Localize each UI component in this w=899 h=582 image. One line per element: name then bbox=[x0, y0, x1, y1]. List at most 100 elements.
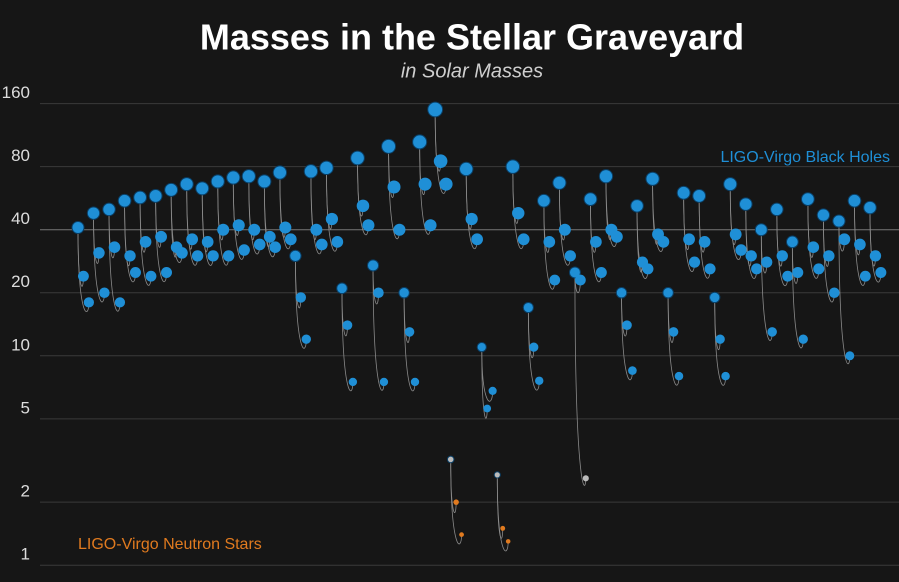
progenitor bbox=[704, 263, 716, 275]
progenitor bbox=[161, 266, 173, 278]
progenitor bbox=[622, 320, 632, 331]
merger-track bbox=[527, 307, 540, 391]
progenitor bbox=[854, 238, 866, 251]
remnant bbox=[86, 206, 101, 220]
remnant bbox=[847, 193, 862, 208]
y-tick-label: 160 bbox=[2, 83, 30, 102]
remnant bbox=[537, 193, 551, 208]
progenitor bbox=[465, 212, 478, 226]
remnant bbox=[195, 181, 210, 196]
progenitor bbox=[500, 525, 506, 531]
progenitor bbox=[838, 233, 851, 246]
remnant bbox=[148, 189, 163, 203]
progenitor bbox=[698, 236, 711, 248]
remnant bbox=[257, 174, 272, 189]
remnant bbox=[568, 266, 581, 279]
remnant bbox=[816, 208, 831, 222]
remnant bbox=[476, 342, 487, 353]
progenitor bbox=[393, 223, 406, 236]
remnant bbox=[692, 189, 707, 203]
progenitor bbox=[176, 247, 188, 259]
progenitor bbox=[776, 250, 788, 262]
progenitor bbox=[155, 230, 167, 243]
progenitor bbox=[315, 238, 328, 251]
progenitor bbox=[721, 371, 730, 381]
progenitor bbox=[745, 250, 757, 262]
progenitor bbox=[761, 256, 773, 268]
progenitor bbox=[459, 532, 464, 537]
legend-label: LIGO-Virgo Neutron Stars bbox=[78, 536, 262, 553]
progenitor bbox=[410, 377, 420, 387]
remnant bbox=[630, 199, 644, 213]
progenitor bbox=[108, 241, 121, 253]
progenitor bbox=[875, 266, 887, 278]
chart-subtitle: in Solar Masses bbox=[401, 60, 543, 82]
chart-title: Masses in the Stellar Graveyard bbox=[200, 17, 744, 58]
remnant bbox=[412, 134, 428, 150]
remnant bbox=[552, 175, 567, 190]
progenitor bbox=[99, 287, 110, 298]
remnant bbox=[226, 170, 241, 185]
progenitor bbox=[201, 236, 214, 248]
progenitor bbox=[207, 250, 219, 262]
y-tick-label: 5 bbox=[21, 398, 30, 417]
remnant bbox=[863, 200, 877, 215]
remnant bbox=[446, 455, 455, 464]
progenitor bbox=[373, 287, 384, 298]
progenitor bbox=[301, 334, 311, 344]
progenitor bbox=[404, 327, 415, 337]
progenitor bbox=[129, 266, 141, 278]
merger-track bbox=[403, 292, 416, 392]
progenitor bbox=[574, 274, 586, 286]
progenitor bbox=[248, 223, 261, 236]
progenitor bbox=[683, 233, 695, 246]
progenitor bbox=[342, 320, 353, 331]
y-tick-label: 40 bbox=[11, 209, 30, 228]
progenitor bbox=[767, 327, 777, 337]
y-tick-label: 2 bbox=[21, 482, 30, 501]
remnant bbox=[319, 160, 334, 176]
merger-track bbox=[574, 272, 587, 486]
merger-track bbox=[496, 474, 509, 552]
progenitor bbox=[512, 206, 525, 220]
progenitor bbox=[331, 236, 344, 248]
progenitor bbox=[83, 297, 94, 308]
progenitor bbox=[564, 250, 576, 262]
remnant bbox=[366, 259, 380, 272]
remnant bbox=[398, 287, 410, 299]
remnant bbox=[493, 471, 501, 479]
remnant bbox=[676, 185, 691, 200]
progenitor bbox=[433, 154, 448, 168]
remnant bbox=[303, 164, 319, 179]
progenitor bbox=[488, 386, 497, 395]
remnant bbox=[289, 249, 302, 263]
progenitor bbox=[348, 377, 358, 387]
progenitor bbox=[387, 180, 401, 194]
merger-track bbox=[760, 229, 773, 341]
merger-track bbox=[667, 292, 680, 386]
merger-track bbox=[295, 255, 307, 349]
progenitor bbox=[310, 223, 323, 236]
progenitor bbox=[139, 236, 152, 248]
progenitor bbox=[782, 270, 794, 282]
progenitor bbox=[590, 236, 602, 248]
merger-track bbox=[341, 288, 354, 392]
progenitor bbox=[77, 270, 89, 282]
remnant bbox=[770, 202, 784, 217]
remnant bbox=[102, 202, 116, 217]
progenitor bbox=[595, 266, 607, 278]
remnant bbox=[117, 193, 132, 208]
progenitor bbox=[549, 274, 561, 286]
progenitor bbox=[191, 250, 204, 262]
progenitor bbox=[232, 219, 245, 232]
remnant bbox=[615, 287, 628, 299]
remnant bbox=[459, 161, 474, 177]
progenitor bbox=[582, 475, 589, 482]
progenitor bbox=[807, 241, 820, 253]
remnant bbox=[738, 197, 753, 211]
progenitor bbox=[453, 499, 459, 505]
progenitor bbox=[279, 221, 292, 234]
progenitor bbox=[114, 297, 126, 308]
merger-track bbox=[450, 459, 462, 545]
progenitor bbox=[93, 247, 105, 259]
